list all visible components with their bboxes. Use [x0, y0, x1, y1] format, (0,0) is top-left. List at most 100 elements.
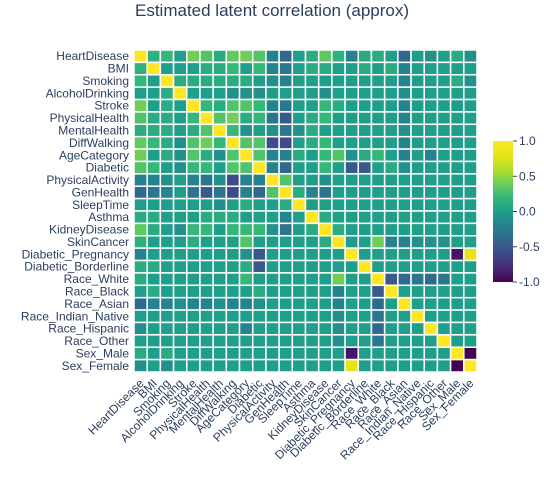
heatmap-cell	[225, 86, 241, 101]
heatmap-cell	[423, 334, 439, 348]
heatmap-cell	[199, 296, 214, 311]
heatmap-cell	[225, 284, 241, 299]
heatmap-cell	[449, 296, 465, 311]
heatmap-cell	[410, 309, 425, 324]
heatmap-cell	[291, 74, 307, 88]
heatmap-cell	[357, 74, 373, 88]
heatmap-cell	[383, 334, 399, 348]
heatmap-cell	[423, 259, 439, 274]
heatmap-cell	[278, 49, 294, 64]
heatmap-cell	[133, 74, 148, 88]
heatmap-cell	[225, 235, 241, 249]
heatmap-cell	[331, 123, 346, 138]
heatmap-cell	[410, 135, 425, 150]
heatmap-cell	[238, 222, 254, 237]
heatmap-cell	[410, 173, 425, 187]
heatmap-cell	[344, 49, 360, 64]
heatmap-cell	[172, 284, 188, 299]
heatmap-cell	[159, 272, 175, 287]
heatmap-cell	[423, 86, 439, 101]
heatmap-cell	[265, 86, 280, 101]
heatmap-cell	[449, 61, 465, 76]
y-tick-label: PhysicalHealth	[50, 111, 129, 125]
heatmap-cell	[146, 61, 162, 76]
heatmap-cell	[463, 284, 478, 299]
heatmap-cell	[172, 135, 188, 150]
heatmap-cell	[304, 272, 320, 287]
heatmap-cell	[133, 49, 148, 64]
y-tick-label: BMI	[108, 62, 129, 76]
heatmap-cell	[278, 284, 294, 299]
heatmap-cell	[304, 135, 320, 150]
heatmap-cell	[463, 148, 478, 163]
heatmap-cell	[186, 49, 201, 64]
heatmap-cell	[344, 284, 360, 299]
heatmap-cell	[410, 296, 425, 311]
heatmap-cell	[423, 235, 439, 249]
heatmap-cell	[251, 74, 267, 88]
heatmap-cell	[304, 222, 320, 237]
heatmap-cell	[133, 272, 148, 287]
y-tick-label: Smoking	[82, 74, 129, 88]
heatmap-cell	[159, 284, 175, 299]
heatmap-cell	[463, 135, 478, 150]
heatmap-cell	[436, 98, 452, 113]
heatmap-cell	[172, 334, 188, 348]
heatmap-cell	[449, 222, 465, 237]
heatmap-cell	[410, 49, 425, 64]
heatmap-cell	[225, 358, 241, 373]
heatmap-cell	[133, 284, 148, 299]
heatmap-cell	[146, 123, 162, 138]
heatmap-cell	[238, 296, 254, 311]
heatmap-cell	[463, 346, 478, 361]
heatmap-cell	[344, 296, 360, 311]
heatmap-cell	[238, 235, 254, 249]
heatmap-cell	[238, 49, 254, 64]
heatmap-cell	[463, 259, 478, 274]
heatmap-cell	[251, 173, 267, 187]
heatmap-cell	[331, 309, 346, 324]
heatmap-cell	[212, 49, 228, 64]
heatmap-cell	[449, 284, 465, 299]
heatmap-cell	[331, 284, 346, 299]
heatmap-cell	[146, 222, 162, 237]
heatmap-cell	[278, 334, 294, 348]
heatmap-cell	[146, 74, 162, 88]
heatmap-cell	[212, 185, 228, 200]
heatmap-cell	[225, 111, 241, 126]
y-tick-label: Race_Indian_Native	[21, 309, 129, 323]
heatmap-cell	[304, 235, 320, 249]
heatmap-cell	[159, 49, 175, 64]
heatmap-cell	[449, 321, 465, 336]
heatmap-cell	[449, 247, 465, 262]
heatmap-cell	[199, 235, 214, 249]
heatmap-cell	[133, 309, 148, 324]
heatmap-cell	[370, 296, 386, 311]
heatmap-cell	[463, 235, 478, 249]
heatmap-cell	[238, 334, 254, 348]
heatmap-cell	[146, 296, 162, 311]
heatmap-cell	[278, 210, 294, 225]
heatmap-cell	[463, 272, 478, 287]
heatmap-cell	[291, 222, 307, 237]
heatmap-cell	[304, 185, 320, 200]
heatmap-cell	[383, 222, 399, 237]
heatmap-cell	[251, 284, 267, 299]
heatmap-cell	[238, 111, 254, 126]
heatmap-cell	[212, 111, 228, 126]
heatmap-cell	[238, 358, 254, 373]
heatmap-cell	[317, 86, 333, 101]
heatmap-cell	[146, 173, 162, 187]
heatmap-cell	[436, 309, 452, 324]
heatmap-cell	[357, 309, 373, 324]
heatmap-cell	[317, 148, 333, 163]
heatmap-cell	[331, 160, 346, 175]
heatmap-cell	[159, 86, 175, 101]
heatmap-cell	[344, 309, 360, 324]
heatmap-cell	[225, 197, 241, 212]
heatmap-cell	[436, 210, 452, 225]
heatmap-cell	[212, 148, 228, 163]
heatmap-cell	[317, 235, 333, 249]
heatmap-cell	[344, 135, 360, 150]
heatmap-cell	[436, 296, 452, 311]
